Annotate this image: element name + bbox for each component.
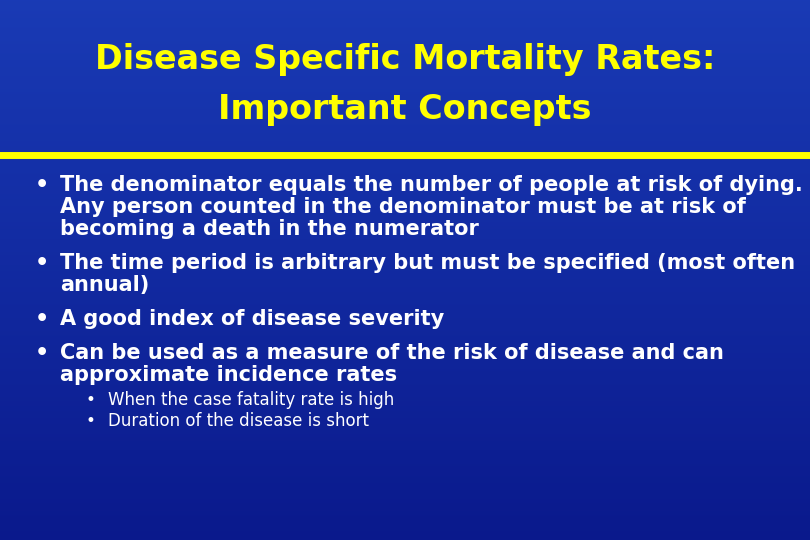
Text: Duration of the disease is short: Duration of the disease is short (108, 412, 369, 430)
Text: Disease Specific Mortality Rates:: Disease Specific Mortality Rates: (95, 44, 715, 77)
Text: When the case fatality rate is high: When the case fatality rate is high (108, 391, 394, 409)
Text: Any person counted in the denominator must be at risk of: Any person counted in the denominator mu… (60, 197, 746, 217)
Text: •: • (35, 309, 49, 329)
Text: annual): annual) (60, 275, 149, 295)
Text: A good index of disease severity: A good index of disease severity (60, 309, 444, 329)
Text: •: • (85, 391, 95, 409)
Text: •: • (35, 253, 49, 273)
Text: The denominator equals the number of people at risk of dying.: The denominator equals the number of peo… (60, 175, 803, 195)
Text: •: • (85, 412, 95, 430)
Text: •: • (35, 343, 49, 363)
Text: •: • (35, 175, 49, 195)
Text: approximate incidence rates: approximate incidence rates (60, 365, 397, 385)
Text: The time period is arbitrary but must be specified (most often: The time period is arbitrary but must be… (60, 253, 795, 273)
Text: Important Concepts: Important Concepts (218, 93, 592, 126)
Text: becoming a death in the numerator: becoming a death in the numerator (60, 219, 479, 239)
Text: Can be used as a measure of the risk of disease and can: Can be used as a measure of the risk of … (60, 343, 724, 363)
